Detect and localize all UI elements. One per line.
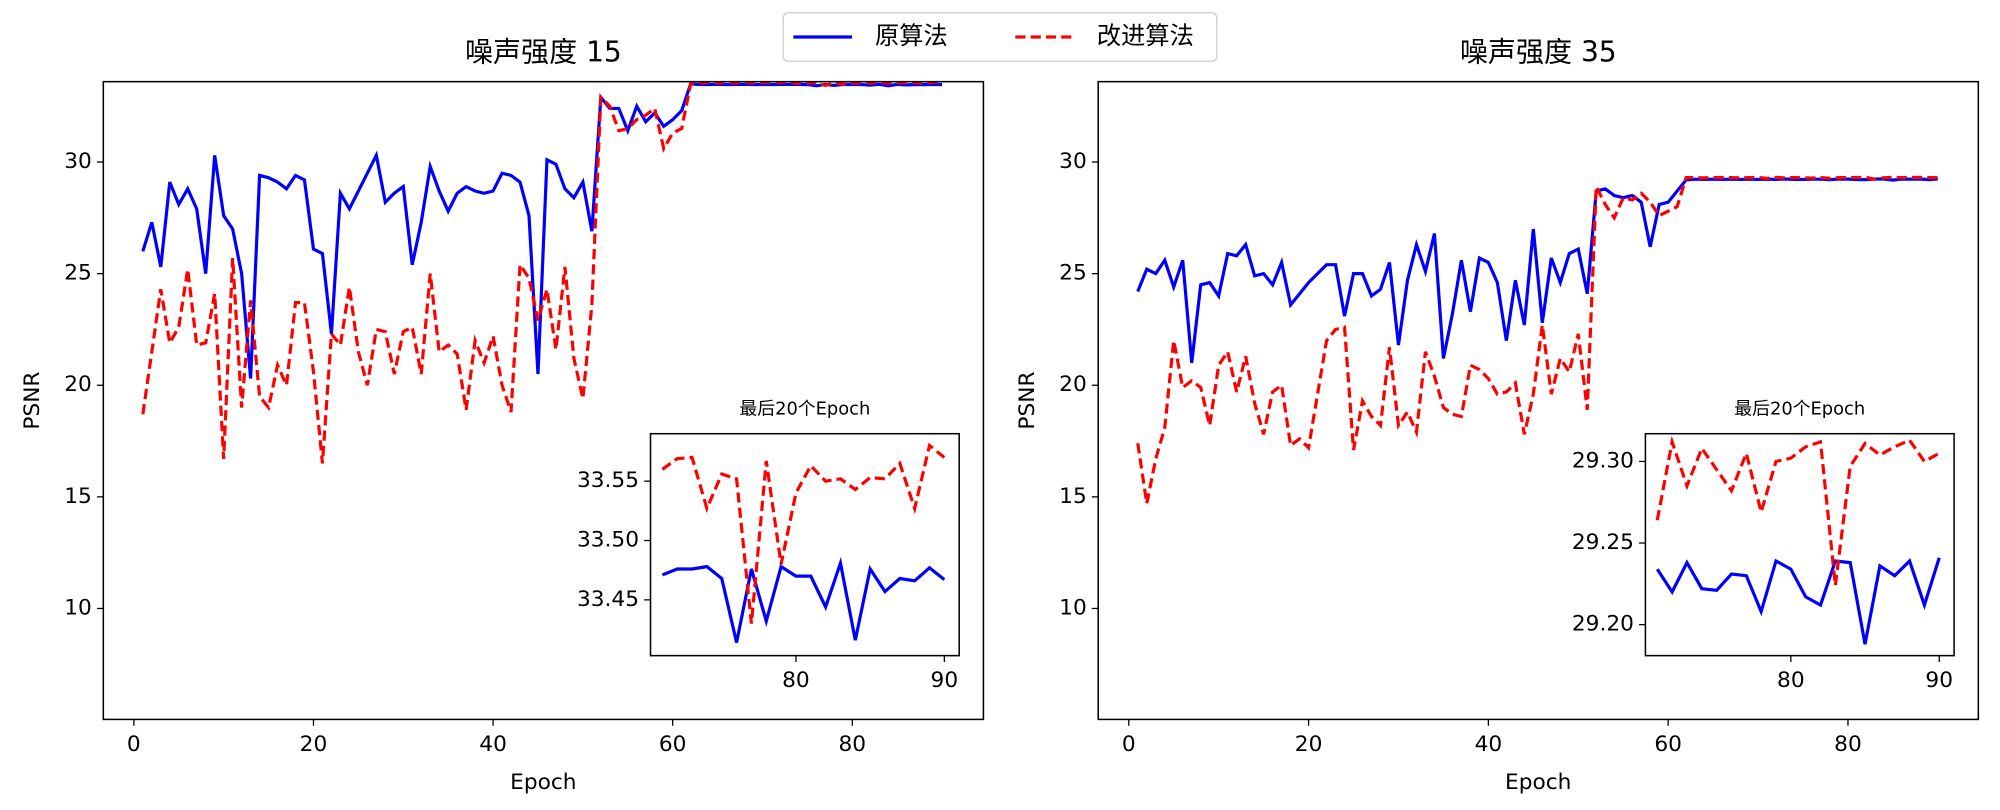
y-axis-label: PSNR <box>1015 371 1040 429</box>
x-tick-label: 80 <box>1834 732 1862 757</box>
series-line <box>1136 177 1938 364</box>
series-line <box>1136 175 1938 504</box>
x-tick-label: 20 <box>300 732 328 757</box>
y-tick-label: 30 <box>1059 149 1087 174</box>
x-tick-label: 40 <box>1475 732 1503 757</box>
y-tick-label: 33.55 <box>577 468 639 493</box>
x-tick-label: 80 <box>839 732 867 757</box>
y-tick-label: 10 <box>1059 595 1087 620</box>
y-tick-label: 30 <box>64 149 92 174</box>
x-tick-label: 80 <box>782 668 810 693</box>
x-tick-label: 40 <box>479 732 507 757</box>
series-line <box>661 442 946 624</box>
x-tick-label: 90 <box>1925 668 1953 693</box>
y-tick-label: 10 <box>64 595 92 620</box>
chart-title: 噪声强度 35 <box>1460 36 1617 69</box>
chart-title: 噪声强度 15 <box>465 36 622 69</box>
y-tick-label: 15 <box>64 484 92 509</box>
y-tick-label: 20 <box>1059 372 1087 397</box>
x-tick-label: 80 <box>1777 668 1805 693</box>
y-tick-label: 29.20 <box>1572 612 1634 637</box>
x-tick-label: 60 <box>1654 732 1682 757</box>
y-tick-label: 33.45 <box>577 587 639 612</box>
plot-area <box>1645 433 1955 656</box>
inset-title: 最后20个Epoch <box>739 398 870 419</box>
series-line <box>141 82 943 379</box>
series-line <box>141 81 943 464</box>
plot-area <box>650 433 960 656</box>
y-tick-label: 33.50 <box>577 528 639 553</box>
legend-box <box>782 12 1218 62</box>
axes-frame <box>649 432 960 657</box>
series-line <box>1655 435 1941 586</box>
y-tick-label: 29.25 <box>1572 530 1634 555</box>
subplot: 80 90 33.45 33.50 33.55 最后20个Epoch <box>577 398 960 693</box>
axes-frame <box>102 80 985 721</box>
inset-title: 最后20个Epoch <box>1734 398 1865 419</box>
y-tick-label: 15 <box>1059 484 1087 509</box>
y-tick-label: 25 <box>64 261 92 286</box>
x-tick-label: 60 <box>659 732 687 757</box>
axes-frame <box>1097 80 1980 721</box>
x-tick-label: 0 <box>1122 732 1136 757</box>
x-tick-label: 20 <box>1295 732 1323 757</box>
x-axis-label: Epoch <box>510 770 576 795</box>
x-tick-label: 90 <box>931 668 959 693</box>
axes-frame <box>1644 432 1955 657</box>
legend-label: 改进算法 <box>1097 22 1194 50</box>
subplot: 0 20 40 60 80 10 15 20 25 30 噪声强度 15 Epoch PSNR <box>20 36 985 795</box>
legend-label: 原算法 <box>875 22 948 50</box>
y-tick-label: 25 <box>1059 261 1087 286</box>
y-tick-label: 29.30 <box>1572 448 1634 473</box>
x-tick-label: 0 <box>127 732 141 757</box>
subplot: 80 90 29.20 29.25 29.30 最后20个Epoch <box>1572 398 1955 693</box>
series-line <box>1655 557 1941 645</box>
y-tick-label: 20 <box>64 372 92 397</box>
x-axis-label: Epoch <box>1505 770 1571 795</box>
y-axis-label: PSNR <box>20 371 45 429</box>
series-line <box>661 556 946 643</box>
